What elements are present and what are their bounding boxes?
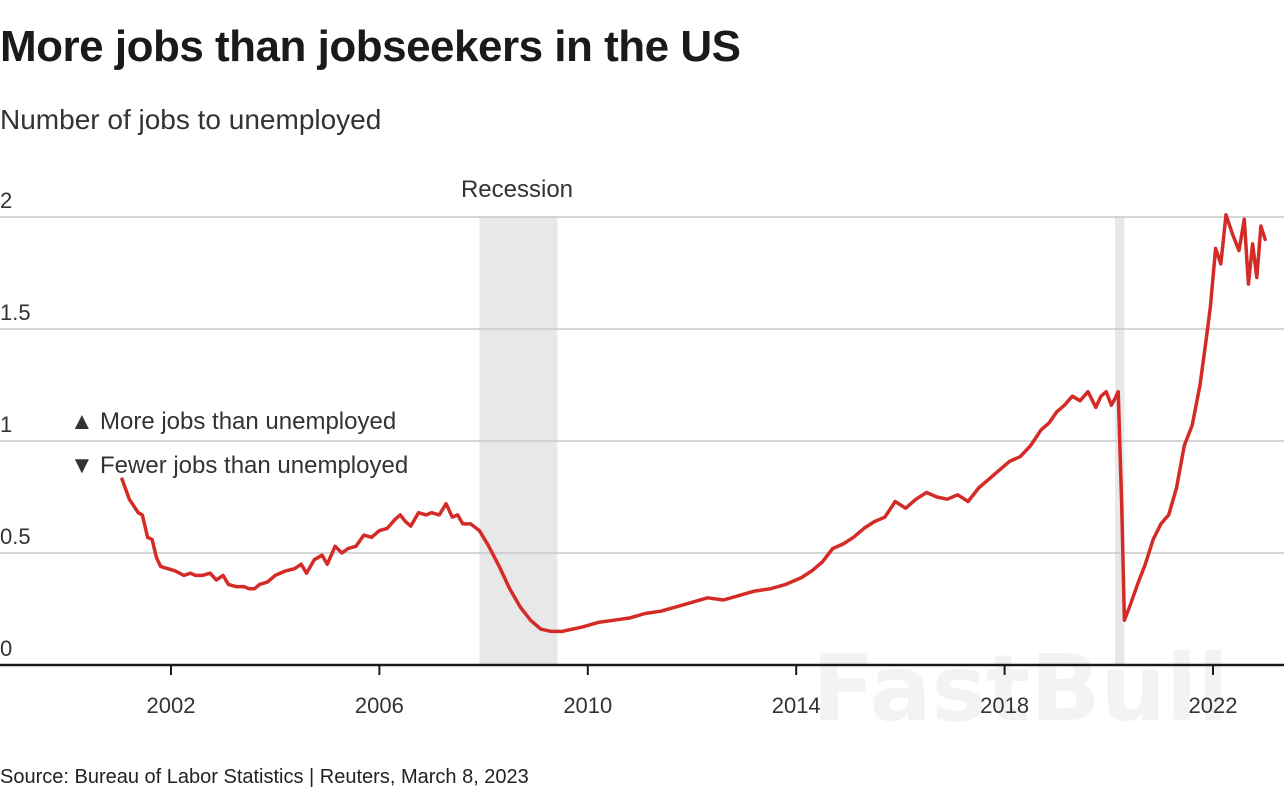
source-note: Source: Bureau of Labor Statistics | Reu… [0,766,529,788]
chart-subtitle: Number of jobs to unemployed [0,104,382,135]
y-tick-labels: 0 0.5 1 1.5 2 [0,188,31,661]
recession-label: Recession [461,176,573,203]
x-tick-label: 2014 [772,693,821,718]
gridlines [0,216,1284,554]
watermark: FastBull [812,635,1229,742]
legend-up-label: More jobs than unemployed [100,408,396,435]
chart-title: More jobs than jobseekers in the US [0,22,741,71]
y-tick-label: 1 [0,412,12,437]
x-tick-label: 2022 [1189,693,1238,718]
y-tick-label: 0.5 [0,524,31,549]
x-tick-label: 2018 [980,693,1029,718]
legend-down-label: Fewer jobs than unemployed [100,452,408,479]
data-line [120,213,1267,634]
x-tick-label: 2006 [355,693,404,718]
x-tick-label: 2010 [563,693,612,718]
y-tick-label: 0 [0,636,12,661]
x-ticks: 2002 2006 2010 2014 2018 2022 [147,665,1238,718]
x-tick-label: 2002 [147,693,196,718]
legend: ▲ More jobs than unemployed ▼ Fewer jobs… [70,408,408,479]
line-chart: 0 0.5 1 1.5 2 Recession ▲ More jobs than une… [0,176,1284,742]
legend-down-icon: ▼ [70,452,94,479]
y-tick-label: 2 [0,188,12,213]
legend-up-icon: ▲ [70,408,94,435]
y-tick-label: 1.5 [0,300,31,325]
